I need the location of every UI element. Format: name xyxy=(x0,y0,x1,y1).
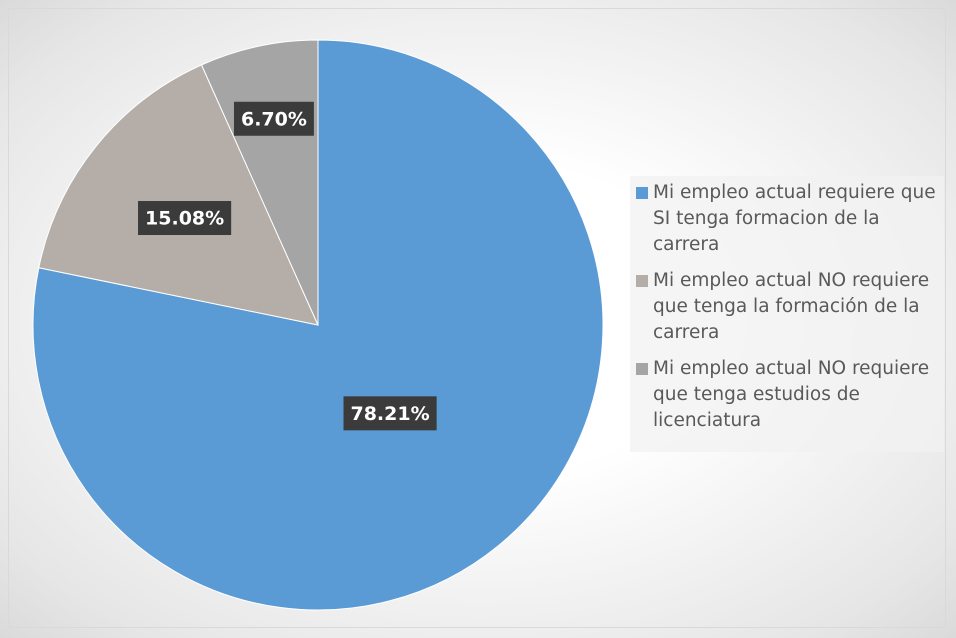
legend-item: Mi empleo actual NO requiere que tenga e… xyxy=(636,356,938,434)
legend-item: Mi empleo actual NO requiere que tenga l… xyxy=(636,268,938,346)
legend-label: Mi empleo actual requiere que SI tenga f… xyxy=(653,182,936,255)
data-label-box xyxy=(138,201,232,236)
data-label-text: 6.70% xyxy=(241,108,307,130)
data-label-box xyxy=(233,101,314,136)
legend-swatch xyxy=(636,187,648,199)
data-label: 6.70% xyxy=(233,101,314,136)
chart-frame xyxy=(8,8,946,628)
data-label-text: 15.08% xyxy=(145,208,224,230)
legend-label: Mi empleo actual NO requiere que tenga l… xyxy=(653,270,930,343)
legend-swatch xyxy=(636,275,648,287)
legend: Mi empleo actual requiere que SI tenga f… xyxy=(630,176,944,452)
legend-swatch xyxy=(636,363,648,375)
data-label: 78.21% xyxy=(343,396,437,431)
legend-item: Mi empleo actual requiere que SI tenga f… xyxy=(636,180,938,258)
data-label-text: 78.21% xyxy=(350,403,429,425)
pie-slice xyxy=(38,64,319,326)
legend-label: Mi empleo actual NO requiere que tenga e… xyxy=(653,358,930,431)
data-label: 15.08% xyxy=(138,201,232,236)
data-label-box xyxy=(343,396,437,431)
